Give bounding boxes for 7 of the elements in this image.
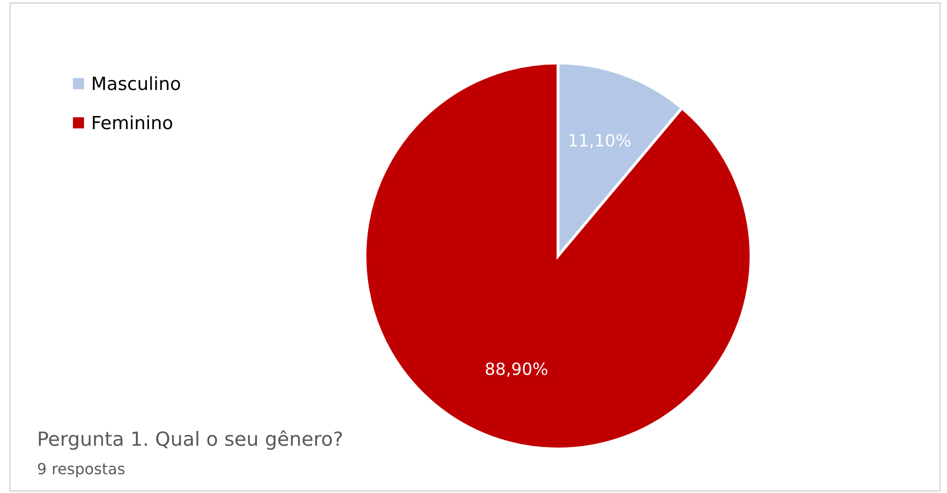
data-label: 88,90% (486, 362, 548, 377)
text: Pergunta 1. Qual o seu gênero? (38, 430, 342, 450)
legend-label: Feminino (92, 115, 172, 130)
data-label: 11,10% (570, 134, 630, 148)
legend-label: Masculino (92, 76, 180, 90)
text: 9 respostas (38, 462, 124, 478)
pie-slice (364, 62, 752, 450)
